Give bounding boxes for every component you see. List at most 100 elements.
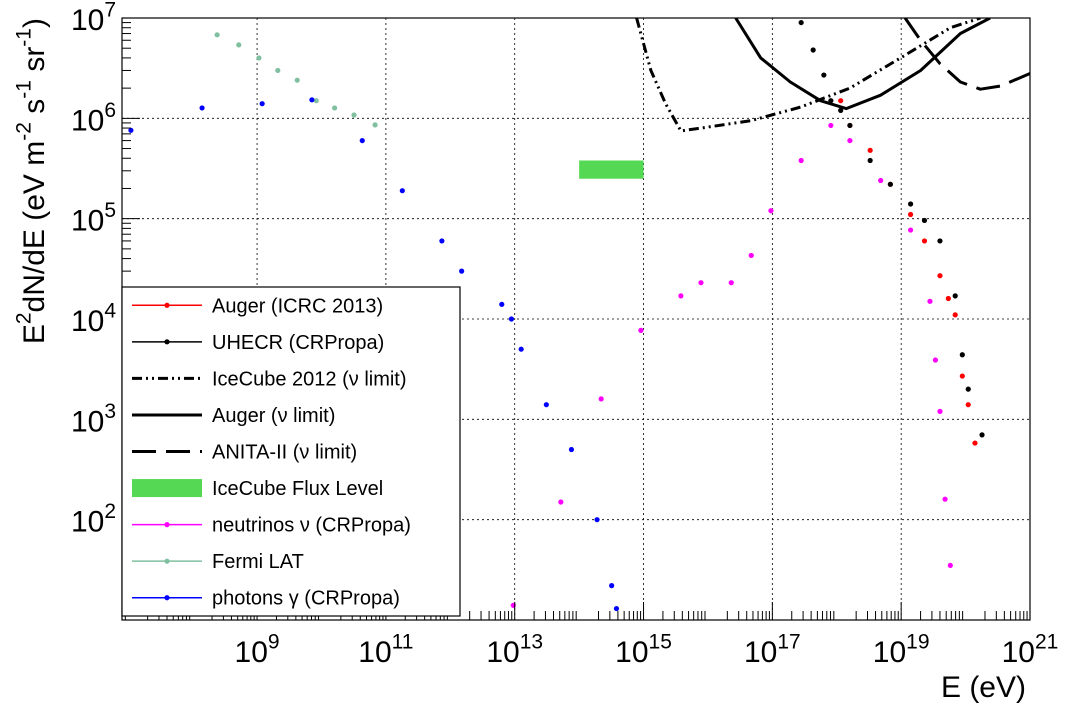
data-point xyxy=(558,499,564,505)
data-point xyxy=(372,122,378,128)
x-tick-label: 1011​ xyxy=(358,631,413,670)
data-point xyxy=(508,316,515,322)
data-point xyxy=(568,446,575,453)
data-point xyxy=(678,293,684,299)
flux-box xyxy=(579,160,644,179)
data-point xyxy=(972,440,978,446)
data-point xyxy=(613,605,620,612)
data-point xyxy=(867,147,873,153)
data-point xyxy=(798,157,804,164)
data-point xyxy=(594,517,600,523)
data-point xyxy=(518,346,524,352)
data-point xyxy=(959,352,965,358)
data-point xyxy=(942,496,948,502)
data-point xyxy=(945,295,951,302)
legend-label: Auger (ν limit) xyxy=(212,405,335,427)
limit-curve xyxy=(734,18,991,111)
y-axis-label: E2​dN/dE (eV m-2​ s-1​ sr-1​) xyxy=(13,18,52,344)
x-tick-label: 1013​ xyxy=(486,631,543,670)
x-axis-label: E (eV) xyxy=(941,671,1026,704)
legend-marker xyxy=(164,522,170,528)
data-point xyxy=(921,238,928,244)
data-point xyxy=(867,157,873,164)
data-point xyxy=(259,101,265,107)
plot-area xyxy=(128,18,1030,612)
data-point xyxy=(810,47,816,53)
x-tick-label: 1019​ xyxy=(873,631,930,670)
data-point xyxy=(937,408,943,414)
data-point xyxy=(965,386,971,392)
data-point xyxy=(907,201,914,207)
legend-label: UHECR (CRPropa) xyxy=(212,332,384,354)
legend-label: photons γ (CRPropa) xyxy=(212,588,400,610)
y-tick-label: 105​ xyxy=(71,199,116,238)
legend-label: Auger (ICRC 2013) xyxy=(212,295,383,317)
data-point xyxy=(821,72,827,78)
data-point xyxy=(937,273,943,279)
data-point xyxy=(748,252,754,259)
legend: Auger (ICRC 2013) UHECR (CRPropa) IceCube … xyxy=(121,286,461,617)
x-tick-label: 1017​ xyxy=(744,631,801,670)
data-point xyxy=(887,181,893,187)
data-point xyxy=(399,188,405,194)
x-tick-label: 109​ xyxy=(235,631,280,670)
legend-swatch xyxy=(132,479,202,498)
y-tick-label: 104​ xyxy=(71,300,116,339)
data-point xyxy=(937,238,943,244)
data-point xyxy=(947,562,953,569)
limit-curve xyxy=(903,18,1030,91)
data-point xyxy=(128,127,134,133)
data-point xyxy=(828,122,834,129)
data-point xyxy=(838,107,844,113)
x-tick-label: 1015​ xyxy=(615,631,672,670)
data-point xyxy=(199,105,205,111)
data-point xyxy=(698,280,704,286)
data-point xyxy=(609,583,615,589)
legend-marker xyxy=(164,595,170,601)
data-point xyxy=(952,293,958,299)
legend-marker xyxy=(164,302,170,308)
data-point xyxy=(907,227,914,233)
data-point xyxy=(439,238,445,244)
data-point xyxy=(543,402,549,408)
data-point xyxy=(499,301,505,307)
legend-marker xyxy=(164,339,170,345)
data-point xyxy=(256,55,262,61)
data-point xyxy=(878,177,884,184)
y-tick-label: 106​ xyxy=(71,99,116,138)
data-point xyxy=(959,373,965,379)
data-point xyxy=(798,19,804,26)
data-point xyxy=(965,402,971,408)
data-point xyxy=(351,112,357,118)
legend-marker xyxy=(164,558,170,564)
data-point xyxy=(214,32,220,38)
data-point xyxy=(638,327,644,333)
data-point xyxy=(927,298,933,304)
data-point xyxy=(952,312,958,318)
data-point xyxy=(728,280,734,286)
limit-curve xyxy=(635,18,981,133)
data-point xyxy=(979,432,985,438)
x-tick-label: 1021​ xyxy=(1002,631,1059,670)
y-tick-label: 102​ xyxy=(71,500,116,539)
data-point xyxy=(275,67,281,74)
data-point xyxy=(907,211,914,218)
data-point xyxy=(309,97,315,103)
legend-label: neutrinos ν (CRPropa) xyxy=(212,515,411,537)
legend-label: Fermi LAT xyxy=(212,551,304,573)
data-point xyxy=(921,217,928,224)
legend-label: IceCube Flux Level xyxy=(212,478,383,500)
data-point xyxy=(598,396,604,402)
data-point xyxy=(313,98,319,104)
data-point xyxy=(847,122,853,129)
data-point xyxy=(768,208,774,214)
data-point xyxy=(236,42,242,48)
legend-label: ANITA-II (ν limit) xyxy=(212,442,357,464)
data-point xyxy=(932,357,939,363)
data-point xyxy=(332,105,338,111)
y-tick-label: 103​ xyxy=(71,400,116,439)
data-point xyxy=(359,137,365,144)
data-point xyxy=(459,268,465,274)
legend-label: IceCube 2012 (ν limit) xyxy=(212,368,407,390)
